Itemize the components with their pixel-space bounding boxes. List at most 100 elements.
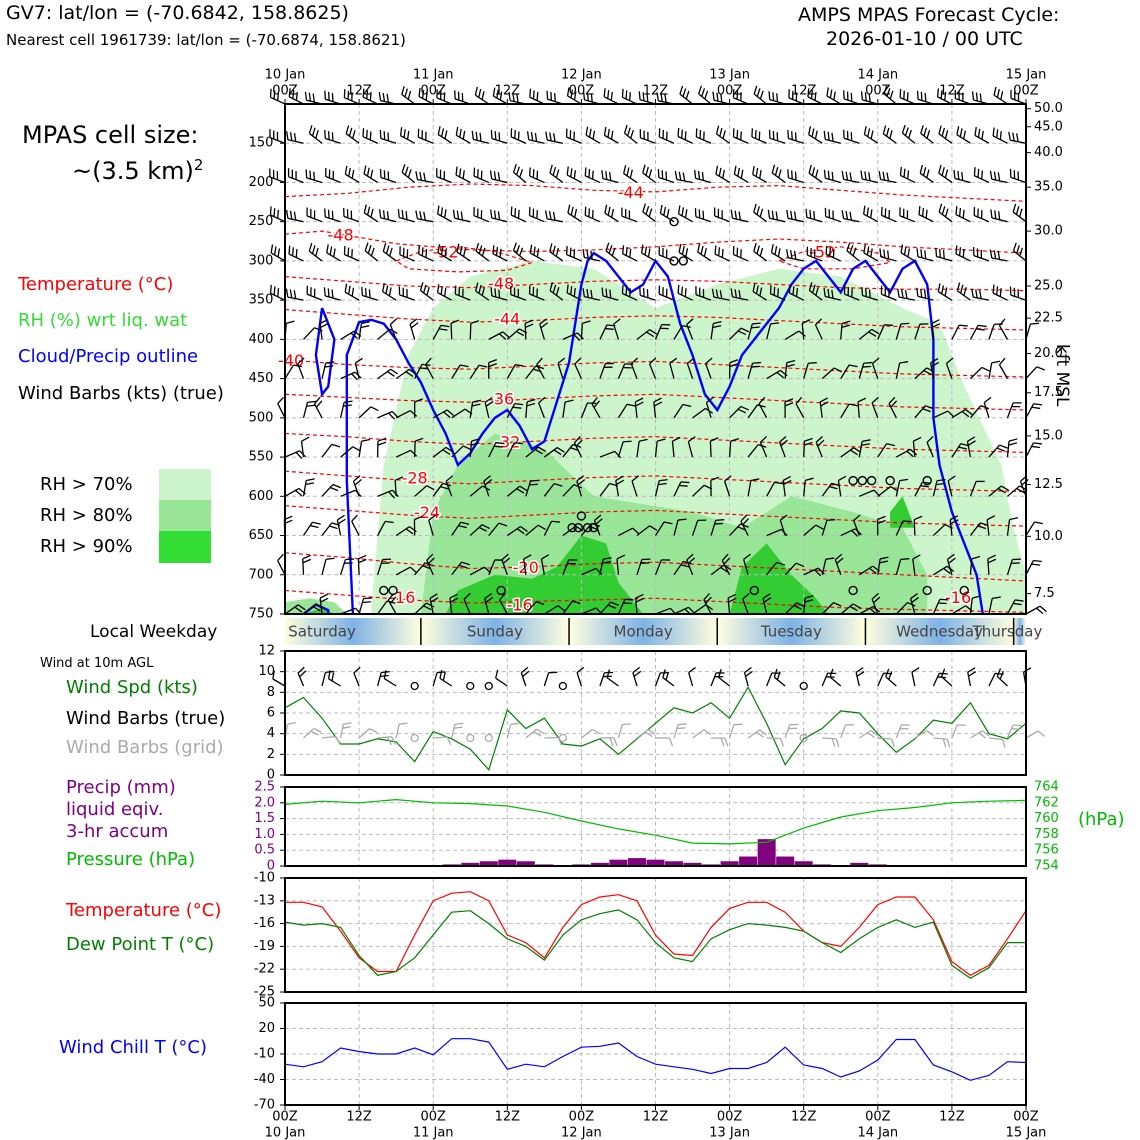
wind-barb-feather: [814, 130, 818, 140]
wind-barb: [834, 559, 842, 575]
wind-barb-feather: [362, 88, 365, 98]
temp-panel-ytick-label: -19: [254, 939, 275, 954]
wind-barb: [429, 598, 434, 615]
wind-barb: [937, 96, 953, 105]
wind-barb: [969, 558, 973, 575]
wind-barb-feather: [647, 248, 651, 258]
wind-barb-feather: [923, 127, 928, 137]
wind-barb-feather: [1012, 242, 1017, 252]
wind-barb-feather: [536, 92, 539, 101]
wind-barb-feather: [387, 132, 390, 141]
wind-barb-feather: [327, 288, 330, 298]
wind-barb-feather: [845, 210, 849, 220]
wind-barb: [340, 446, 354, 458]
wind-barb: [525, 524, 539, 537]
wind-barb: [951, 605, 966, 615]
wind-barb: [469, 401, 474, 418]
wind-barb-feather: [452, 209, 456, 219]
wind-barb-feather: [868, 172, 871, 181]
wind-barb: [321, 362, 327, 379]
wind-barb-feather: [879, 248, 882, 257]
wind-barb: [574, 363, 582, 379]
wind-barb-feather: [566, 284, 569, 293]
calm-wind-marker: [669, 256, 679, 266]
wind-barb-feather: [308, 125, 313, 134]
wind-barb-feather: [640, 244, 644, 254]
wind-barb: [483, 480, 490, 497]
wind-barb-feather: [790, 210, 793, 220]
wind-barb-feather: [833, 91, 836, 101]
wind-barb: [673, 519, 679, 536]
wind-barb: [456, 134, 471, 144]
wind-barb: [358, 406, 372, 419]
wind-barb-feather: [493, 210, 497, 220]
wind-barb: [491, 295, 508, 301]
wind-barb-feather: [313, 171, 316, 181]
kft-tick-label: 22.5: [1034, 311, 1063, 326]
wind-barb-feather: [971, 288, 974, 298]
wind-barb-feather: [967, 436, 976, 442]
grid-wind-barb-feather: [287, 722, 296, 725]
wind-barb-feather: [730, 209, 734, 219]
wind-barb-feather: [959, 324, 968, 327]
wind-barb-feather: [642, 203, 647, 213]
wind-barb-feather: [520, 525, 528, 532]
wind-barb: [949, 519, 953, 536]
wind-barb-feather: [941, 285, 945, 294]
grid-wind-barb: [822, 737, 837, 740]
wind-barb-feather: [514, 402, 524, 406]
true-wind-barb-feather: [662, 669, 666, 678]
wind-barb-feather: [705, 357, 713, 365]
true-wind-barb: [495, 677, 508, 687]
wind-barb-feather: [304, 91, 308, 101]
wind-barb-feather: [810, 90, 814, 99]
top-date-label: 14 Jan: [857, 68, 898, 83]
wind-barb-feather: [957, 170, 960, 180]
grid-wind-barb: [451, 724, 456, 739]
wind-barb-feather: [948, 557, 956, 564]
grid-wind-barb-feather: [390, 736, 396, 745]
true-wind-barb: [321, 672, 327, 687]
wind-barb-feather: [682, 403, 692, 408]
wind-barb-feather: [625, 286, 628, 296]
grid-wind-barb-feather: [870, 729, 879, 736]
wind-barb-feather: [1033, 559, 1042, 563]
wind-panel-ytick-label: 8: [267, 685, 275, 700]
wind-barb-feather: [519, 169, 524, 178]
temp-panel-ytick-label: -22: [254, 962, 275, 977]
wind-barb-feather: [687, 557, 696, 565]
wind-barb-feather: [566, 87, 570, 97]
wind-barb-feather: [791, 170, 793, 180]
wind-barb-feather: [286, 320, 295, 325]
true-wind-barb-feather: [606, 669, 611, 678]
wind-barb-feather: [939, 249, 942, 258]
true-wind-barb: [328, 678, 341, 687]
wind-barb-feather: [629, 92, 631, 101]
wind-barb-feather: [832, 249, 835, 258]
wind-barb-feather: [295, 248, 298, 258]
wind-barb-feather: [512, 92, 515, 102]
rh80-region-1: [285, 598, 347, 614]
wind-barb: [488, 331, 504, 340]
wind-barb: [599, 450, 616, 458]
calm-true-marker: [558, 681, 568, 691]
true-wind-barb-feather: [745, 670, 753, 677]
wind-barb-feather: [1008, 438, 1018, 442]
grid-wind-barb: [728, 724, 735, 739]
calm-grid-marker: [558, 733, 568, 743]
wind-barb-feather: [354, 478, 362, 486]
wind-barb-feather: [377, 441, 387, 446]
wind-barb-feather: [715, 125, 720, 135]
wind-barb-feather: [890, 400, 898, 408]
wind-barb-feather: [863, 205, 866, 215]
wind-barb-feather: [920, 125, 924, 134]
wind-barb-feather: [682, 325, 691, 328]
wind-barb-feather: [958, 247, 962, 256]
wind-barb-feather: [493, 171, 497, 180]
wind-barb-feather: [362, 601, 371, 604]
wind-barb-feather: [777, 248, 781, 257]
wind-barb: [549, 172, 564, 183]
wind-barb-feather: [389, 247, 393, 257]
weekday-band: [1013, 618, 1026, 645]
wind-barb-feather: [863, 361, 873, 364]
